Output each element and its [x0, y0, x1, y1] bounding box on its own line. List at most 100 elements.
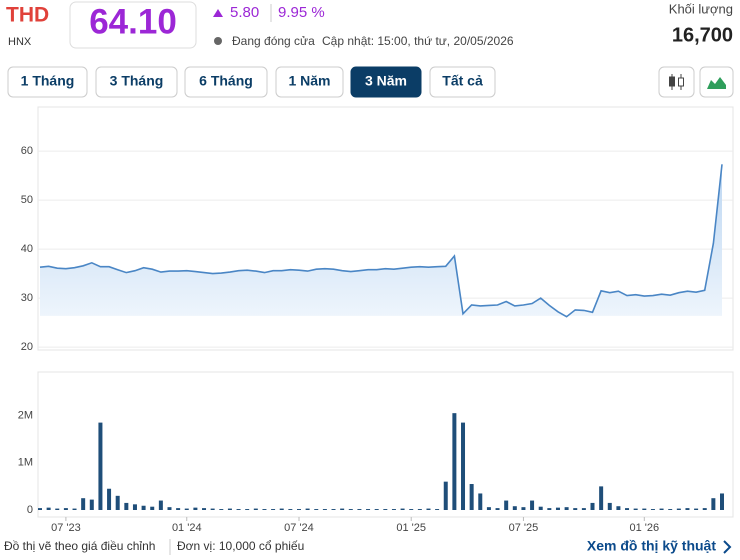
y-tick-label: 40 [21, 243, 33, 255]
volume-bar [107, 488, 112, 510]
range-button[interactable] [275, 66, 344, 98]
volume-bar [391, 509, 396, 510]
volume-bar [227, 508, 232, 510]
volume-bar [322, 509, 327, 510]
volume-bar [279, 508, 284, 510]
volume-bar [72, 508, 77, 510]
volume-bar [720, 493, 724, 510]
y-tick-label: 30 [21, 292, 33, 304]
volume-bar [599, 486, 604, 510]
volume-bar [245, 509, 250, 510]
volume-bar [184, 508, 189, 510]
range-button[interactable] [184, 66, 268, 98]
range-button-label: 3 Năm [365, 73, 407, 89]
volume-bar [694, 508, 699, 510]
range-button-label: 1 Năm [288, 73, 330, 89]
volume-bar [417, 509, 422, 510]
ticker: THD [6, 4, 49, 27]
y-tick-label: 0 [27, 504, 33, 516]
price-area [40, 164, 722, 317]
volume-bar [46, 507, 51, 510]
volume-bar [676, 508, 681, 510]
volume-bar [461, 422, 466, 510]
price-line [39, 164, 723, 318]
volume-bar [633, 508, 638, 510]
volume-bar [607, 502, 612, 510]
volume-bar [331, 509, 336, 510]
volume-bar [288, 509, 293, 510]
volume-bar [63, 508, 68, 510]
volume-bar [564, 507, 569, 510]
volume-bar [625, 508, 630, 510]
volume-bar [581, 508, 586, 510]
volume-bar [141, 505, 146, 510]
up-arrow [213, 9, 223, 17]
volume-bar [409, 509, 414, 510]
volume-bar [262, 509, 267, 510]
volume-bar [253, 508, 258, 510]
volume-bar [685, 508, 690, 510]
x-tick-label: 01 '25 [396, 522, 426, 534]
candle-button[interactable] [658, 66, 695, 98]
volume-bar [650, 509, 655, 510]
volume: 16,700 [672, 24, 733, 46]
volume-frame [37, 371, 734, 518]
volume-bar [711, 498, 716, 510]
y-tick-label: 60 [21, 145, 33, 157]
volume-bar [296, 509, 301, 510]
volume-bar [314, 509, 319, 510]
technical-link[interactable]: Xem đồ thị kỹ thuật [587, 538, 716, 554]
volume-bar [115, 495, 120, 510]
range-button-label: 3 Tháng [110, 73, 164, 89]
updated: Cập nhật: 15:00, thứ tư, 20/05/2026 [322, 34, 514, 48]
volume-bar [202, 508, 207, 510]
x-tick-label: 01 '24 [172, 522, 202, 534]
volume-bar [435, 509, 440, 510]
x-tick-label: 07 '25 [509, 522, 539, 534]
range-button[interactable] [429, 66, 496, 98]
change: 5.80 [230, 4, 259, 21]
volume-bar [452, 413, 457, 510]
volume-bar [383, 509, 388, 510]
footer-unit: Đơn vị: 10,000 cổ phiếu [177, 539, 304, 553]
range-button-label: 6 Tháng [199, 73, 253, 89]
y-tick-label: 1M [18, 457, 33, 469]
volume-bar [616, 506, 621, 510]
status-dot [214, 37, 222, 45]
volume-bar [366, 509, 371, 510]
area-icon [707, 77, 726, 89]
range-button[interactable] [350, 66, 422, 98]
volume-bar [400, 508, 405, 510]
range-button[interactable] [7, 66, 88, 98]
volume-bar [340, 508, 345, 510]
volume-bar [348, 509, 353, 510]
price: 64.10 [89, 2, 177, 41]
volume-bar [504, 500, 509, 510]
volume-bar [236, 509, 241, 510]
volume-bar [642, 508, 647, 510]
candle-icon [669, 74, 684, 90]
range-button-label: Tất cả [442, 73, 483, 89]
volume-bar [357, 509, 362, 510]
volume-bar [176, 508, 181, 510]
volume-bar [219, 509, 224, 510]
volume-bar [167, 507, 172, 510]
range-buttons: 1 Tháng 3 Tháng 6 Tháng 1 Năm 3 Năm Tất cả [7, 66, 496, 98]
volume-bar [193, 507, 198, 510]
volume-bar [443, 481, 448, 510]
volume-bar [150, 506, 155, 510]
volume-bar [374, 509, 379, 510]
y-tick-label: 50 [21, 194, 33, 206]
volume-bar [530, 500, 535, 510]
volume-bar [573, 508, 578, 510]
volume-bar [38, 508, 42, 510]
volume-bar [132, 504, 137, 510]
volume-bar [89, 499, 94, 510]
volume-bar [668, 509, 673, 510]
volume-bar [495, 508, 500, 510]
range-button[interactable] [95, 66, 178, 98]
volume-bar [659, 508, 664, 510]
volume-bar [702, 508, 707, 510]
volume-bar [210, 508, 215, 510]
